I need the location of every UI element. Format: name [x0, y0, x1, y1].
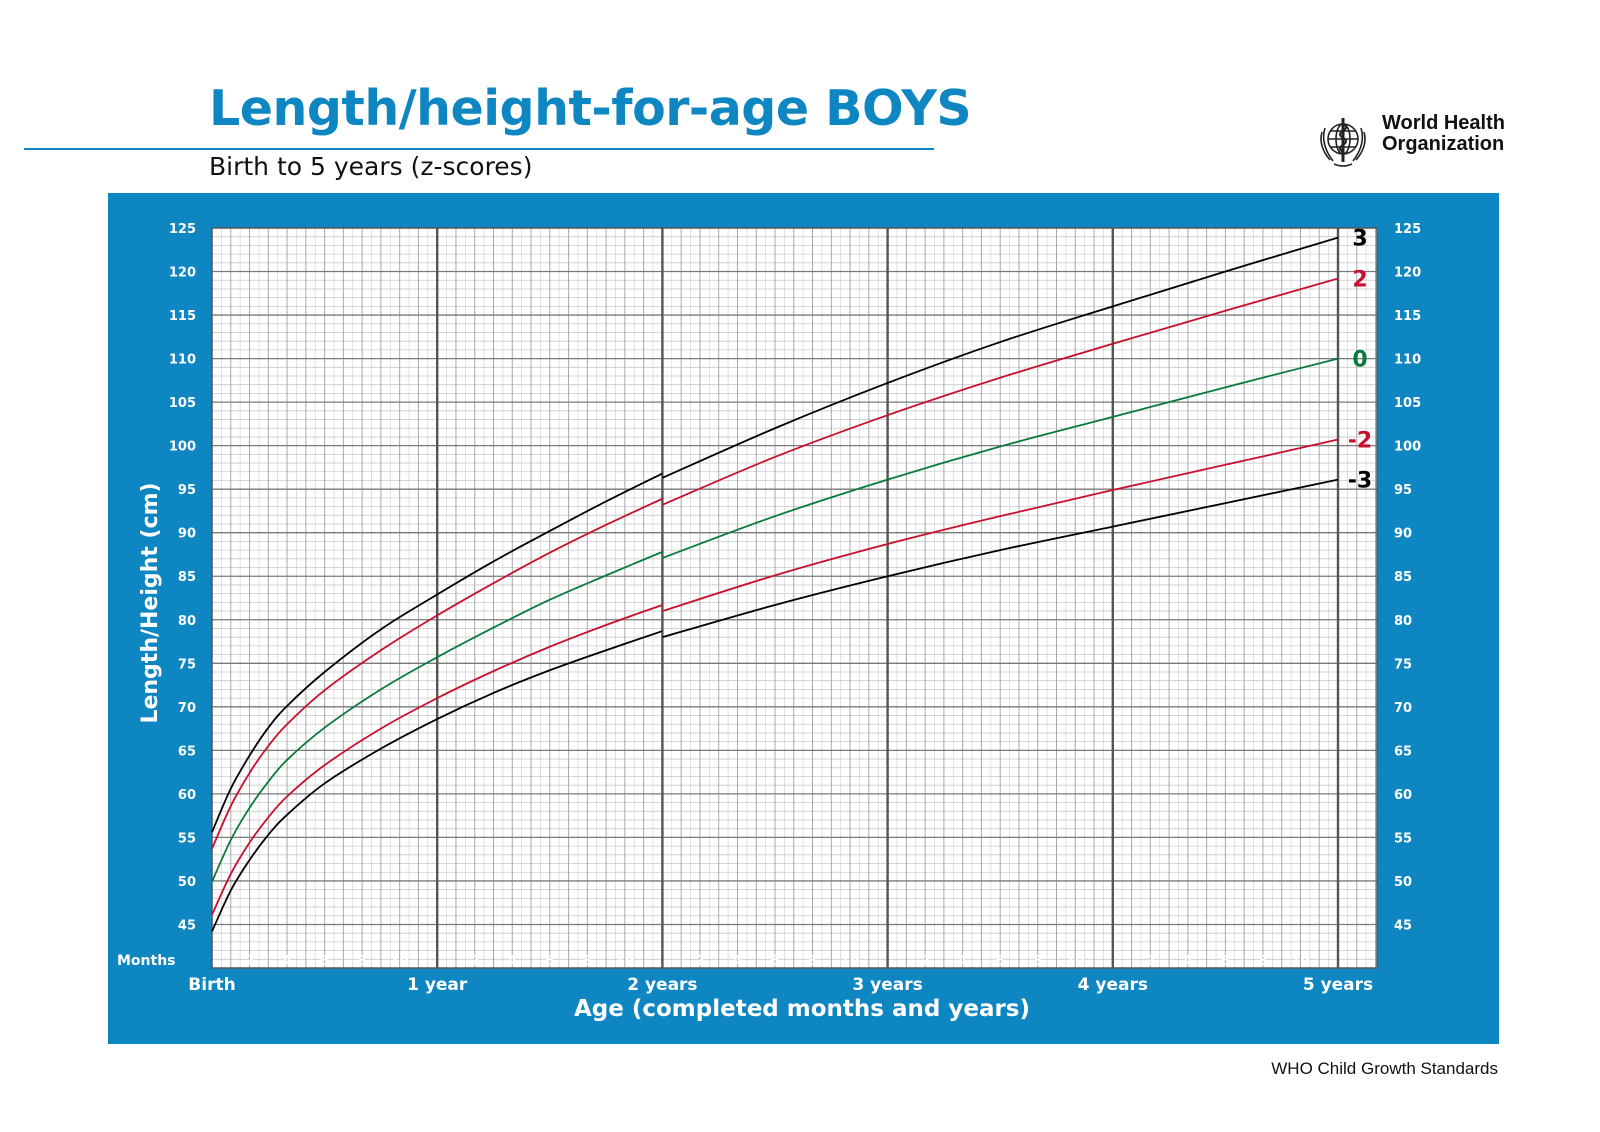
x-tick-label-month: 10 — [841, 954, 859, 969]
x-tick-label-month: 8 — [808, 954, 817, 969]
x-tick-label-month: 6 — [545, 954, 554, 969]
x-tick-label-year: 5 years — [1303, 975, 1373, 995]
y-tick-label-right: 105 — [1394, 396, 1421, 411]
growth-chart: 4550556065707580859095100105110115120125… — [117, 222, 1421, 1022]
x-tick-label-month: 4 — [1183, 954, 1192, 969]
y-tick-label-right: 65 — [1394, 744, 1412, 759]
x-tick-label-month: 6 — [770, 954, 779, 969]
footer-source: WHO Child Growth Standards — [1271, 1059, 1498, 1078]
z-score-line-2 — [211, 497, 663, 850]
x-tick-label-month: 10 — [616, 954, 634, 969]
z-score-line--2 — [211, 604, 663, 916]
x-tick-label-month: 10 — [1291, 954, 1309, 969]
x-tick-label-month: 8 — [358, 954, 367, 969]
y-tick-label-left: 45 — [178, 918, 196, 933]
y-tick-label-right: 95 — [1394, 483, 1412, 498]
x-tick-label-month: 8 — [1258, 954, 1267, 969]
y-tick-label-right: 80 — [1394, 614, 1412, 629]
months-axis-label: Months — [117, 953, 176, 969]
x-axis-label: Age (completed months and years) — [574, 996, 1030, 1022]
y-tick-label-right: 110 — [1394, 353, 1421, 368]
z-score-label--2: -2 — [1348, 429, 1372, 454]
x-tick-label-month: 4 — [958, 954, 967, 969]
z-score-line-3 — [211, 472, 663, 833]
x-tick-label-month: 2 — [1146, 954, 1155, 969]
z-score-label--3: -3 — [1348, 469, 1372, 494]
y-axis-label: Length/Height (cm) — [138, 482, 163, 723]
y-tick-label-right: 60 — [1394, 788, 1412, 803]
y-tick-label-right: 100 — [1394, 440, 1421, 455]
y-tick-label-left: 105 — [169, 396, 196, 411]
chart-panel: 45 50 55 60 65 70 75 80 85 90 95 100 105 110 115 120 125… — [108, 193, 1499, 1044]
y-tick-label-right: 85 — [1394, 570, 1412, 585]
z-score-line-2 — [662, 277, 1339, 506]
z-score-line--3 — [662, 478, 1339, 639]
y-tick-label-left: 125 — [169, 222, 196, 237]
y-tick-label-right: 55 — [1394, 831, 1412, 846]
y-tick-label-left: 110 — [169, 353, 196, 368]
organization-name-line1: World Health — [1382, 112, 1505, 134]
y-tick-label-right: 120 — [1394, 266, 1421, 281]
who-emblem-icon — [1320, 118, 1366, 167]
y-tick-label-right: 45 — [1394, 918, 1412, 933]
plot-area — [212, 228, 1377, 968]
y-tick-label-left: 85 — [178, 570, 196, 585]
x-tick-label-year: 1 year — [407, 975, 468, 995]
x-tick-label-month: 6 — [996, 954, 1005, 969]
chart-title: Length/height-for-age BOYS — [209, 80, 972, 137]
z-score-line--3 — [211, 630, 663, 932]
z-score-label-3: 3 — [1352, 227, 1367, 252]
x-tick-label-month: 10 — [1066, 954, 1084, 969]
x-tick-label-month: 2 — [695, 954, 704, 969]
y-tick-label-right: 50 — [1394, 875, 1412, 890]
x-tick-label-month: 6 — [1221, 954, 1230, 969]
y-tick-label-left: 115 — [169, 309, 196, 324]
z-score-line-0 — [662, 357, 1339, 559]
y-tick-label-left: 55 — [178, 831, 196, 846]
z-score-label-2: 2 — [1352, 267, 1367, 292]
title-underline — [24, 148, 934, 150]
x-tick-label-month: 10 — [391, 954, 409, 969]
y-tick-label-right: 70 — [1394, 701, 1412, 716]
x-tick-label-year: 2 years — [627, 975, 697, 995]
x-tick-label-month: 2 — [921, 954, 930, 969]
y-tick-label-left: 100 — [169, 440, 196, 455]
x-tick-label-month: 8 — [1033, 954, 1042, 969]
y-tick-label-right: 115 — [1394, 309, 1421, 324]
y-tick-label-left: 120 — [169, 266, 196, 281]
z-score-line--2 — [662, 438, 1339, 612]
x-tick-label-month: 6 — [320, 954, 329, 969]
z-score-label-0: 0 — [1352, 348, 1367, 373]
y-tick-label-left: 70 — [178, 701, 196, 716]
y-tick-label-left: 80 — [178, 614, 196, 629]
y-tick-label-right: 90 — [1394, 527, 1412, 542]
x-tick-label-year: 3 years — [852, 975, 922, 995]
x-tick-label-month: 4 — [733, 954, 742, 969]
x-tick-label-month: 2 — [245, 954, 254, 969]
y-tick-label-right: 75 — [1394, 657, 1412, 672]
y-tick-label-left: 75 — [178, 657, 196, 672]
x-tick-label-year: 4 years — [1078, 975, 1148, 995]
organization-name-line2: Organization — [1382, 133, 1505, 155]
y-tick-label-left: 90 — [178, 527, 196, 542]
y-tick-label-left: 65 — [178, 744, 196, 759]
y-tick-label-left: 60 — [178, 788, 196, 803]
chart-subtitle: Birth to 5 years (z-scores) — [209, 152, 533, 181]
y-tick-label-left: 95 — [178, 483, 196, 498]
x-tick-label-year: Birth — [188, 975, 235, 995]
x-tick-label-month: 2 — [470, 954, 479, 969]
x-tick-label-month: 4 — [283, 954, 292, 969]
z-score-line-3 — [662, 236, 1339, 479]
y-tick-label-left: 50 — [178, 875, 196, 890]
z-score-line-0 — [211, 551, 663, 883]
organization-name: World Health Organization — [1382, 113, 1505, 155]
x-tick-label-month: 4 — [508, 954, 517, 969]
plot-border — [211, 227, 1378, 969]
x-tick-label-month: 8 — [583, 954, 592, 969]
y-tick-label-right: 125 — [1394, 222, 1421, 237]
